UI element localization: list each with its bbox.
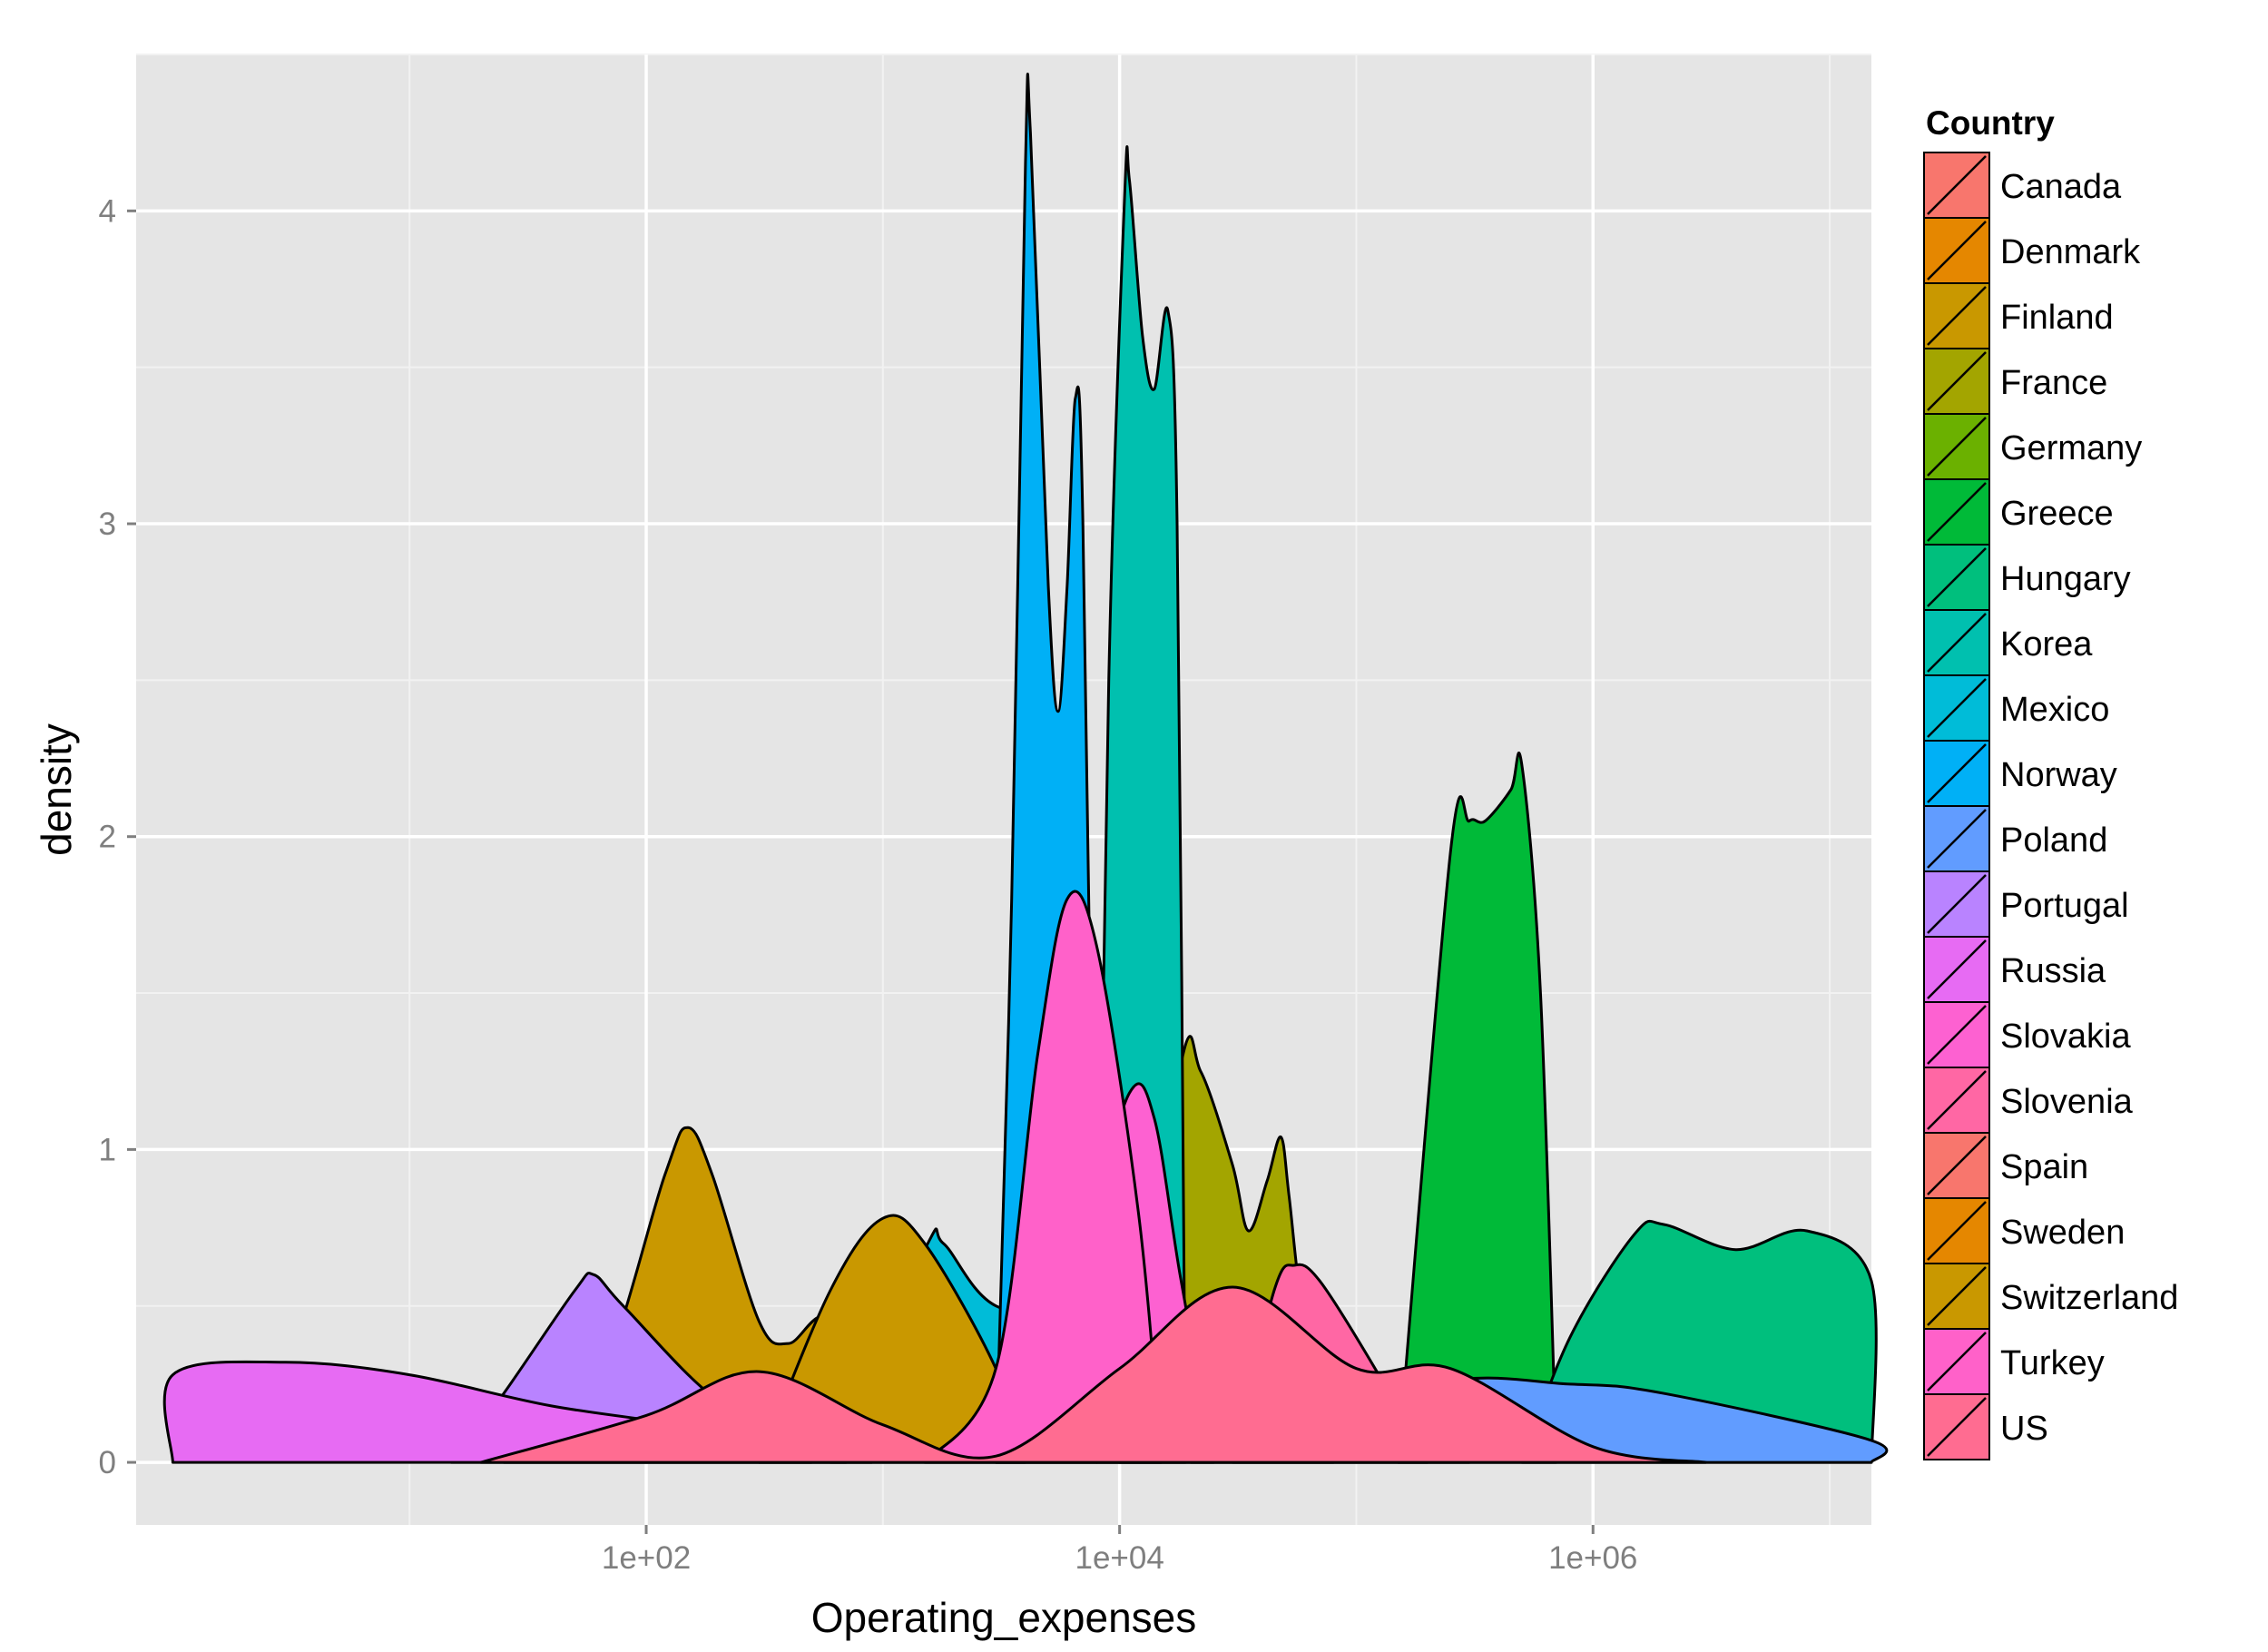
- legend-key-slash: [1927, 417, 1987, 477]
- legend-key-slash: [1927, 678, 1987, 738]
- y-tick-label: 3: [99, 506, 116, 542]
- legend-label: Turkey: [2000, 1344, 2105, 1382]
- legend-key-slash: [1927, 1070, 1987, 1130]
- legend-label: Germany: [2000, 429, 2142, 467]
- legend-label: Portugal: [2000, 887, 2129, 925]
- x-tick-label: 1e+06: [1548, 1540, 1637, 1576]
- legend-label: Canada: [2000, 168, 2122, 206]
- legend-title: Country: [1926, 104, 2055, 142]
- legend-label: Finland: [2000, 299, 2114, 337]
- legend-label: Slovakia: [2000, 1018, 2131, 1056]
- legend-key-slash: [1927, 482, 1987, 542]
- density-area-greece: [1396, 752, 1558, 1464]
- legend-key-slash: [1927, 1201, 1987, 1261]
- legend-label: Mexico: [2000, 691, 2109, 729]
- legend-key-slash: [1927, 809, 1987, 869]
- density-area-turkey: [923, 890, 1163, 1464]
- legend-label: Switzerland: [2000, 1279, 2178, 1317]
- legend: Country Canada Denmark Finland France German…: [1923, 104, 2178, 1460]
- legend-key-slash: [1927, 1397, 1987, 1457]
- legend-key-slash: [1927, 874, 1987, 934]
- legend-label: Spain: [2000, 1148, 2088, 1186]
- legend-label: US: [2000, 1410, 2048, 1448]
- x-tick-label: 1e+02: [602, 1540, 691, 1576]
- legend-key-slash: [1927, 1005, 1987, 1065]
- legend-label: Greece: [2000, 495, 2114, 533]
- legend-label: Russia: [2000, 952, 2106, 990]
- y-axis-ticks: 0 1 2 3 4: [99, 193, 136, 1480]
- legend-key-slash: [1927, 1266, 1987, 1326]
- legend-label: Poland: [2000, 821, 2107, 860]
- legend-key-slash: [1927, 155, 1987, 215]
- legend-key-slash: [1927, 286, 1987, 346]
- legend-label: France: [2000, 364, 2107, 402]
- legend-key-slash: [1927, 351, 1987, 411]
- density-areas: [162, 73, 1889, 1464]
- legend-key-slash: [1927, 221, 1987, 280]
- x-axis-ticks: 1e+02 1e+04 1e+06: [602, 1525, 1637, 1576]
- legend-label: Norway: [2000, 756, 2117, 794]
- density-area-us: [479, 1285, 1708, 1464]
- legend-label: Sweden: [2000, 1214, 2125, 1252]
- legend-label: Hungary: [2000, 560, 2131, 598]
- y-tick-label: 4: [99, 193, 116, 229]
- y-tick-label: 1: [99, 1132, 116, 1167]
- legend-key-slash: [1927, 1136, 1987, 1195]
- legend-label: Slovenia: [2000, 1083, 2134, 1121]
- legend-key-slash: [1927, 547, 1987, 607]
- x-axis-title: Operating_expenses: [811, 1594, 1197, 1641]
- legend-label: Denmark: [2000, 233, 2141, 271]
- x-tick-label: 1e+04: [1075, 1540, 1163, 1576]
- y-tick-label: 0: [99, 1445, 116, 1480]
- legend-key-slash: [1927, 743, 1987, 803]
- legend-key-slash: [1927, 1332, 1987, 1391]
- y-tick-label: 2: [99, 820, 116, 855]
- minor-gridlines: [136, 54, 1871, 1525]
- y-axis-title: density: [33, 723, 80, 856]
- legend-label: Korea: [2000, 625, 2093, 664]
- legend-key-slash: [1927, 613, 1987, 673]
- legend-key-slash: [1927, 939, 1987, 999]
